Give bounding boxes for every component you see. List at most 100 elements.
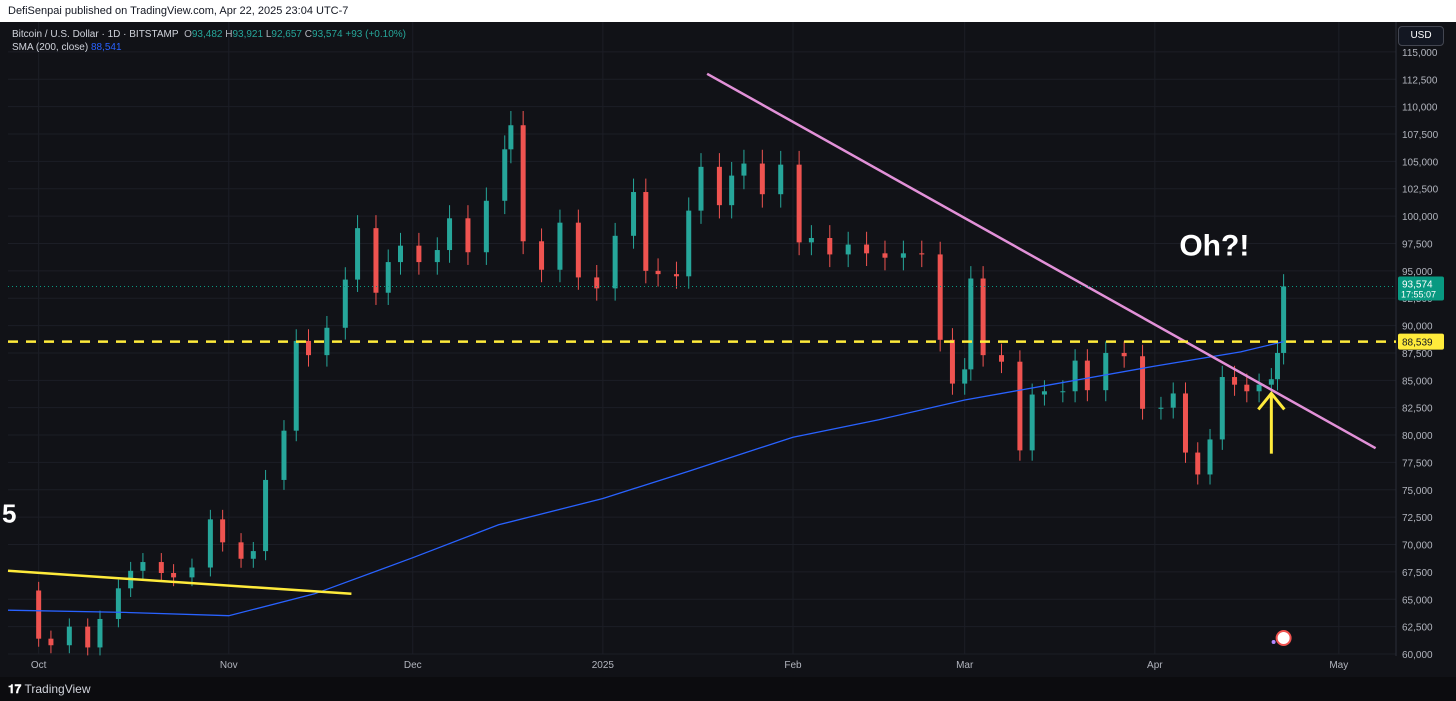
candle-body — [385, 262, 391, 293]
candle-body — [759, 163, 765, 195]
candle-body — [686, 210, 692, 277]
candle-body — [416, 245, 422, 263]
x-tick-label: Feb — [784, 660, 802, 671]
candle-body — [520, 125, 526, 242]
x-tick-label: Nov — [220, 660, 238, 671]
y-tick-label: 67,500 — [1402, 568, 1433, 579]
candle-body — [1140, 356, 1146, 409]
x-tick-label: May — [1329, 660, 1348, 671]
y-tick-label: 65,000 — [1402, 595, 1433, 606]
tradingview-logo-icon[interactable]: 𝟏𝟕 — [8, 682, 22, 696]
candle-body — [864, 244, 870, 254]
y-tick-label: 75,000 — [1402, 486, 1433, 497]
candle-body — [980, 278, 986, 356]
currency-button[interactable]: USD — [1398, 26, 1444, 46]
sma-value: 88,541 — [90, 42, 122, 53]
low-label: L — [265, 29, 272, 40]
candle-body — [1207, 439, 1213, 475]
candle-body — [1072, 360, 1078, 392]
candle-body — [1232, 377, 1238, 385]
chart-legend: Bitcoin / U.S. Dollar · 1D · BITSTAMP O9… — [12, 28, 406, 54]
sma-200-line — [7, 340, 1284, 617]
x-tick-label: Oct — [31, 660, 47, 671]
y-tick-label: 100,000 — [1402, 212, 1439, 223]
footer-bar: 𝟏𝟕 TradingView — [0, 677, 1456, 701]
candle-body — [1219, 377, 1225, 440]
footer-brand[interactable]: TradingView — [24, 682, 91, 696]
candle-body — [1195, 452, 1201, 475]
candle-body — [220, 519, 226, 543]
candle-body — [919, 253, 925, 255]
candle-body — [189, 567, 195, 578]
candle-body — [238, 542, 244, 559]
candle-body — [1121, 352, 1127, 357]
countdown-label: 17:55:07 — [1401, 289, 1436, 299]
x-tick-label: Mar — [956, 660, 974, 671]
candle-body — [36, 590, 42, 639]
x-tick-label: Dec — [404, 660, 422, 671]
candle-body — [1060, 391, 1066, 393]
candle-body — [612, 235, 618, 289]
candle-body — [171, 572, 177, 578]
candle-body — [655, 270, 661, 275]
candle-body — [1017, 361, 1023, 451]
y-tick-label: 87,500 — [1402, 349, 1433, 360]
candle-body — [115, 588, 121, 619]
candle-body — [465, 218, 471, 253]
candle-body — [962, 369, 968, 384]
candle-body — [66, 626, 72, 646]
candle-body — [434, 250, 440, 263]
ascending-support-line — [7, 569, 352, 596]
legend-row-ohlc: Bitcoin / U.S. Dollar · 1D · BITSTAMP O9… — [12, 28, 406, 41]
candle-body — [575, 222, 581, 278]
candle-body — [1244, 384, 1250, 392]
low-value: 92,657 — [271, 29, 302, 40]
y-tick-label: 80,000 — [1402, 431, 1433, 442]
y-tick-label: 72,500 — [1402, 513, 1433, 524]
sma-label[interactable]: SMA (200, close) — [12, 42, 89, 53]
candle-body — [594, 277, 600, 289]
candle-body — [827, 238, 833, 255]
candle-body — [1274, 352, 1280, 380]
candle-body — [263, 479, 269, 552]
left-edge-text: 5 — [2, 499, 16, 529]
open-value: 93,482 — [191, 29, 223, 40]
candle-body — [716, 166, 722, 206]
close-label: C — [304, 29, 313, 40]
up-arrow-head — [1257, 391, 1286, 411]
candle-body — [373, 228, 379, 293]
candle-body — [900, 253, 906, 258]
candle-body — [845, 244, 851, 255]
y-tick-label: 95,000 — [1402, 267, 1433, 278]
candle-body — [999, 355, 1005, 362]
candle-body — [1182, 393, 1188, 453]
publish-text: DefiSenpai published on TradingView.com,… — [8, 5, 349, 17]
y-tick-label: 102,500 — [1402, 185, 1439, 196]
last-price-tag — [1398, 276, 1444, 301]
candle-body — [808, 238, 814, 243]
chart-frame[interactable] — [0, 22, 1456, 677]
high-value: 93,921 — [232, 29, 264, 40]
annotation-text: Oh?! — [1179, 230, 1249, 263]
candle-body — [1256, 384, 1262, 392]
candle-body — [1170, 393, 1176, 408]
y-tick-label: 97,500 — [1402, 239, 1433, 250]
candle-body — [1103, 352, 1109, 391]
candle-body — [447, 218, 453, 251]
candle-body — [796, 164, 802, 243]
candle-body — [631, 192, 637, 236]
y-tick-label: 110,000 — [1402, 103, 1438, 114]
price-chart[interactable]: 60,000 62,500 65,000 67,500 70,000 72,500 75,0… — [0, 22, 1456, 677]
us-flag-icon — [1275, 630, 1292, 646]
y-tick-label: 82,500 — [1402, 404, 1433, 415]
candle-body — [729, 175, 735, 206]
candle-body — [140, 562, 146, 571]
candle-body — [48, 638, 54, 646]
candle-body — [250, 551, 256, 559]
candle-body — [643, 192, 649, 271]
candle-body — [355, 228, 361, 280]
y-tick-label: 90,000 — [1402, 322, 1433, 333]
candle-body — [557, 222, 563, 270]
symbol-name[interactable]: Bitcoin / U.S. Dollar · 1D · BITSTAMP — [12, 29, 179, 40]
candle-body — [324, 327, 330, 356]
